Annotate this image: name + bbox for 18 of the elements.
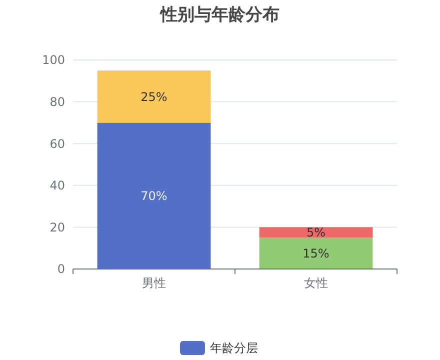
y-tick-label: 0: [57, 262, 65, 276]
chart-title: 性别与年龄分布: [160, 5, 280, 25]
data-label: 5%: [306, 226, 326, 240]
data-label: 70%: [140, 189, 168, 204]
x-tick-label: 男性: [142, 276, 166, 290]
data-label: 25%: [140, 90, 168, 104]
x-tick-label: 女性: [304, 276, 328, 290]
y-tick-label: 20: [50, 220, 65, 234]
bar: [259, 227, 373, 238]
y-tick-label: 80: [50, 95, 65, 109]
bar: [259, 238, 373, 269]
legend-label: 年龄分层: [210, 341, 258, 356]
y-tick-label: 60: [50, 136, 65, 151]
bar: [97, 122, 211, 269]
data-label: 15%: [302, 246, 330, 261]
y-tick-label: 100: [42, 53, 65, 68]
bar: [97, 70, 211, 123]
y-tick-label: 40: [50, 178, 65, 193]
